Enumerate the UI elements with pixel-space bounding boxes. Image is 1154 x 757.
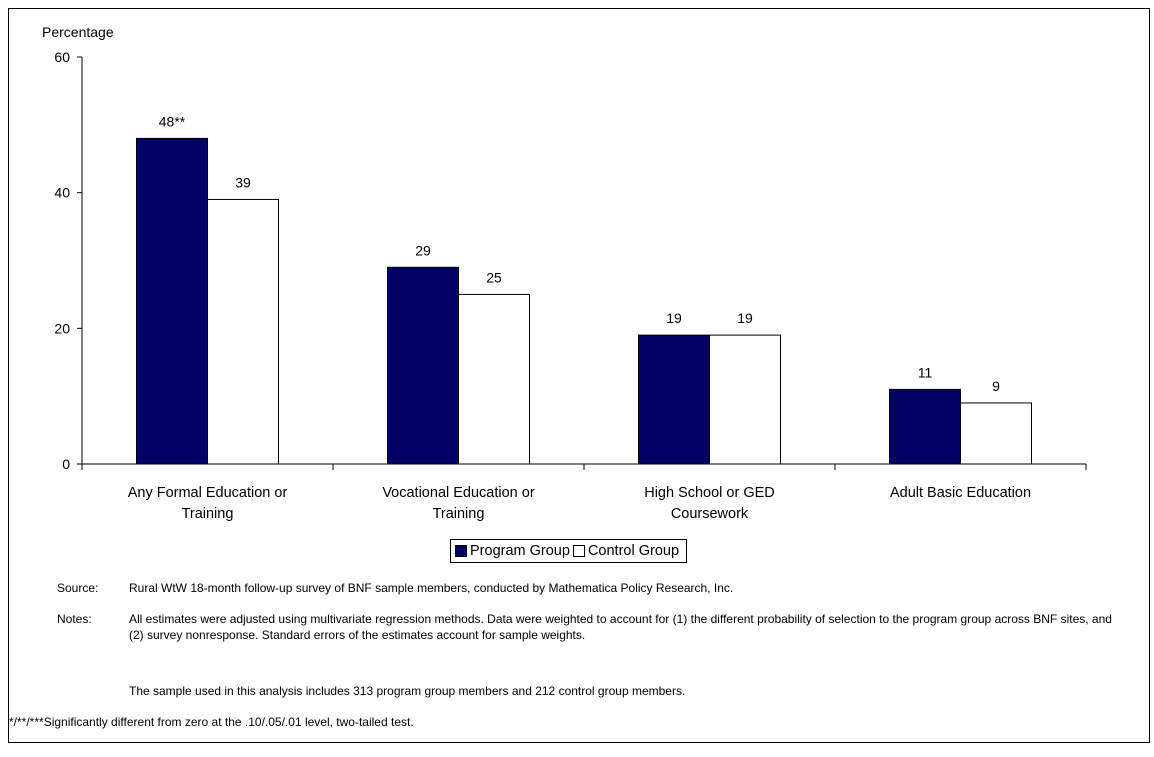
category-label-1-line-1: Training	[433, 506, 485, 522]
notes-text: All estimates were adjusted using multiv…	[129, 612, 1112, 642]
legend-label-program: Program Group	[470, 543, 570, 559]
significance-text: */**/***Significantly different from zer…	[9, 715, 414, 729]
category-label-2-line-1: Coursework	[671, 506, 749, 522]
chart-frame: 0 20 40 60 Percentage 48** 39 Any Formal Educat…	[8, 8, 1150, 743]
category-label-2-line-0: High School or GED	[644, 485, 775, 501]
category-label-3-line-0: Adult Basic Education	[890, 485, 1031, 501]
data-label-control-1: 25	[486, 269, 502, 285]
legend-label-control: Control Group	[587, 543, 680, 559]
bar-control-2	[709, 334, 781, 465]
data-label-control-2: 19	[737, 310, 753, 326]
legend-item-program: Program Group	[455, 543, 570, 559]
legend: Program Group Control Group	[450, 539, 688, 563]
source-text: Rural WtW 18-month follow-up survey of B…	[129, 581, 734, 595]
y-tick-label-20: 20	[54, 320, 70, 336]
bar-chart: 0 20 40 60 Percentage 48** 39 Any Formal Educat…	[42, 24, 1087, 522]
category-label-1-line-0: Vocational Education or	[382, 485, 535, 501]
y-tick-label-60: 60	[54, 49, 70, 65]
notes-label: Notes:	[57, 612, 92, 626]
data-label-control-0: 39	[235, 174, 251, 190]
sample-text: The sample used in this analysis include…	[129, 684, 686, 698]
legend-swatch-control	[572, 545, 585, 557]
data-label-program-1: 29	[415, 242, 431, 258]
category-label-0-line-1: Training	[182, 506, 234, 522]
bar-control-1	[458, 293, 530, 465]
source-label: Source:	[57, 581, 99, 595]
bar-program-3	[889, 388, 961, 465]
category-label-0-line-0: Any Formal Education or	[128, 485, 288, 501]
bar-control-0	[207, 198, 279, 465]
data-label-program-0: 48**	[159, 113, 186, 129]
y-axis-title: Percentage	[42, 24, 114, 40]
y-tick-label-0: 0	[62, 456, 70, 472]
data-label-program-3: 11	[918, 364, 933, 380]
bar-program-2	[638, 334, 710, 465]
bar-program-0	[136, 137, 208, 465]
bar-control-3	[960, 402, 1032, 465]
data-label-program-2: 19	[666, 310, 682, 326]
legend-swatch-program	[455, 545, 467, 557]
legend-item-control: Control Group	[572, 543, 680, 559]
bar-program-1	[387, 266, 459, 465]
y-tick-label-40: 40	[54, 185, 70, 201]
data-label-control-3: 9	[992, 378, 1000, 394]
